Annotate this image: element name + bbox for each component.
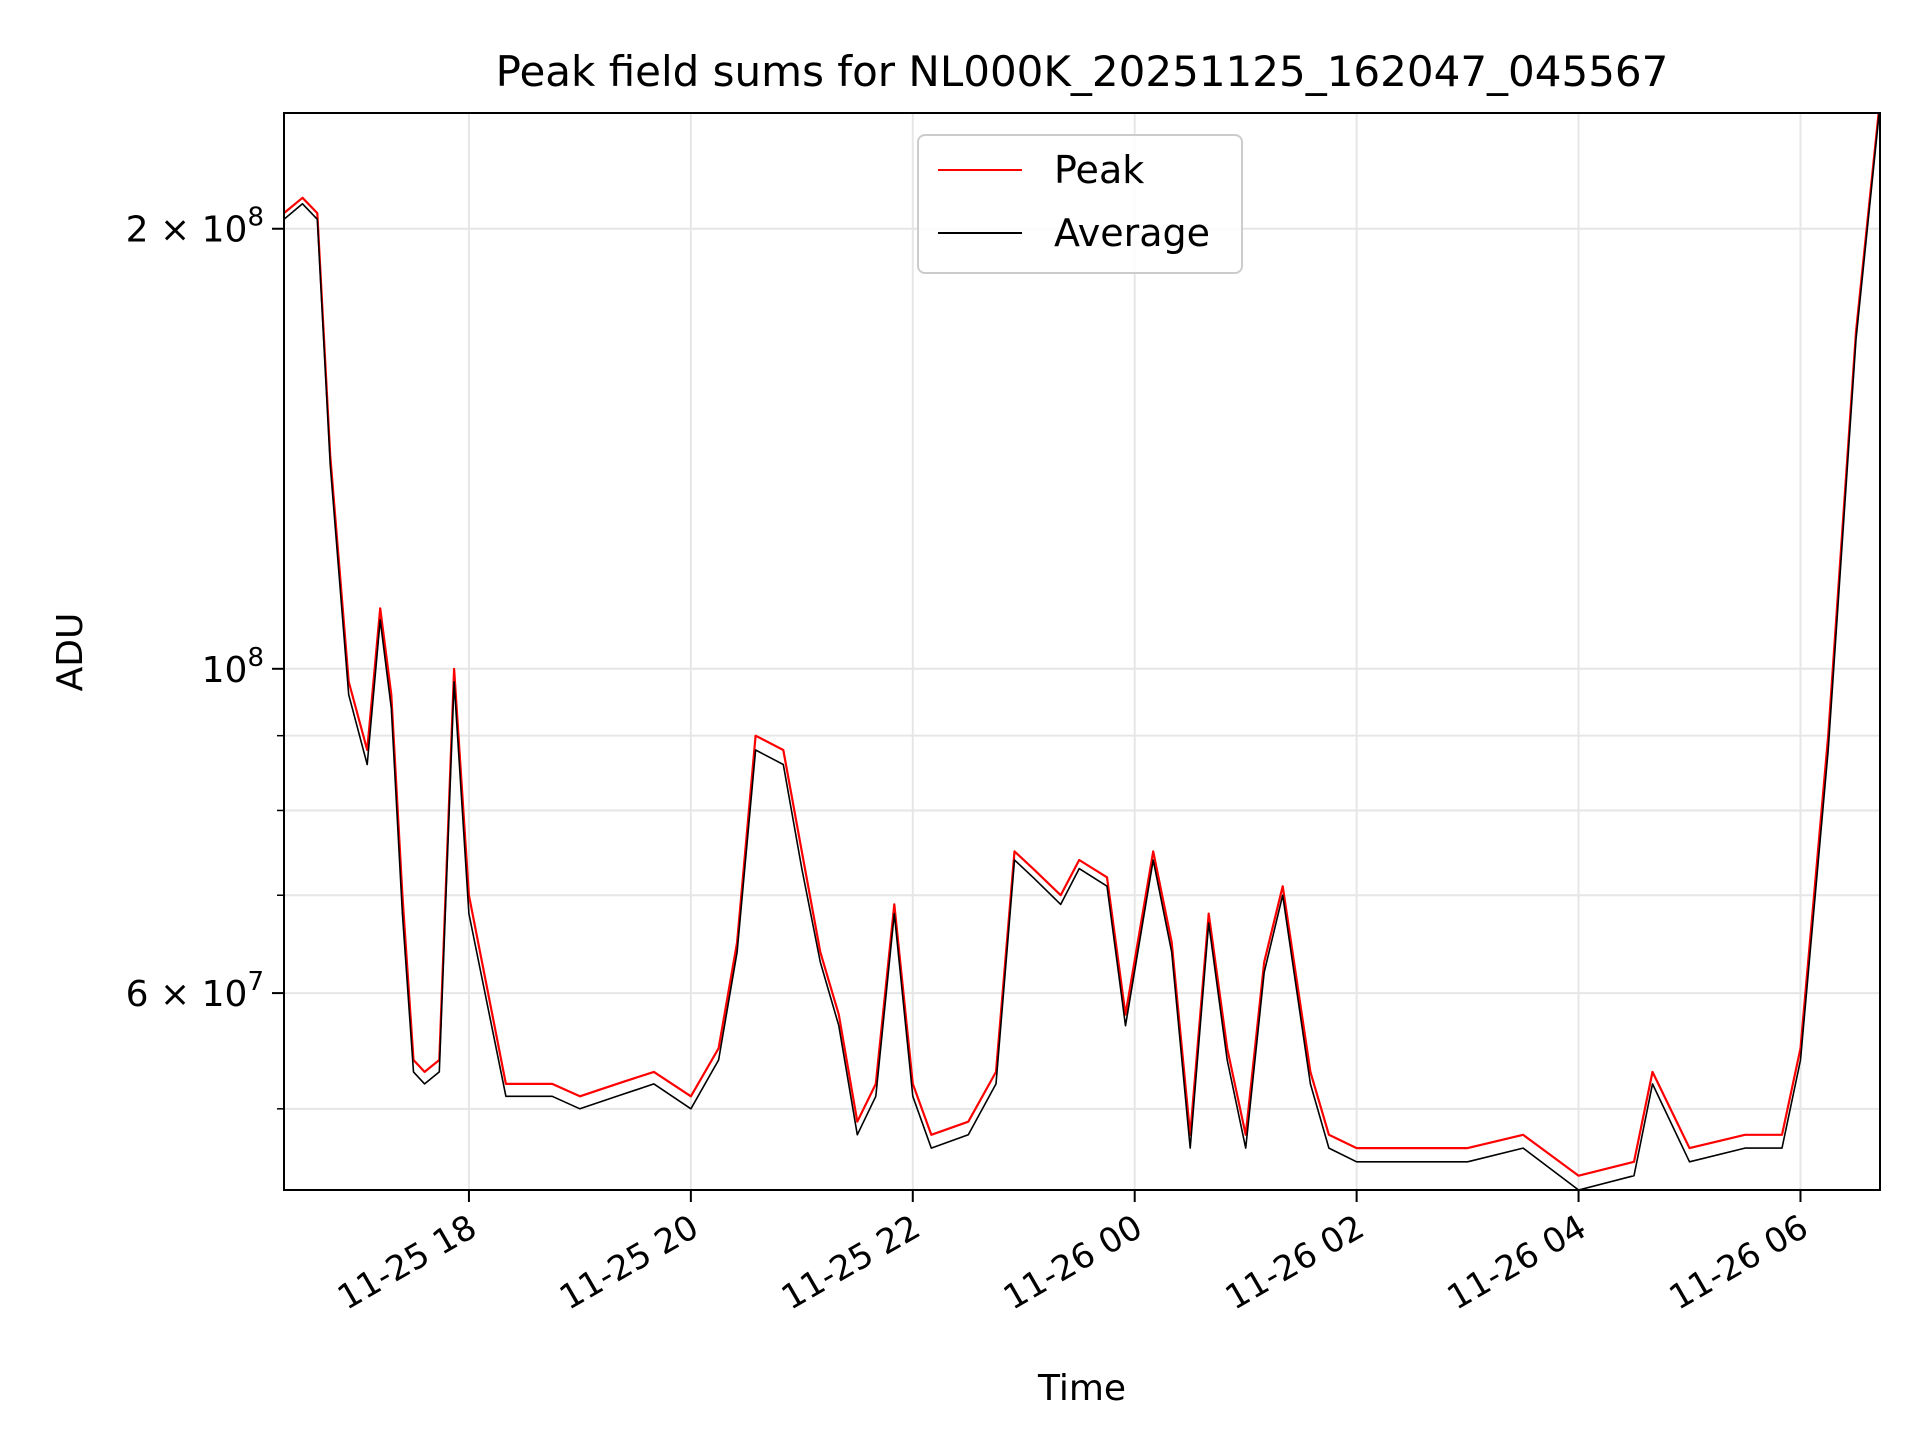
y-tick-label: 6 × 107 (126, 967, 264, 1015)
y-axis: 2 × 108 108 6 × 107 (126, 203, 284, 1110)
legend: Peak Average (917, 134, 1243, 274)
x-axis-label: Time (1037, 1368, 1126, 1409)
series-line-average (284, 113, 1880, 1190)
chart-title: Peak field sums for NL000K_20251125_1620… (496, 47, 1669, 96)
y-tick-label: 108 (202, 643, 264, 691)
series-line-peak (284, 113, 1880, 1177)
y-axis-label: ADU (50, 613, 91, 692)
legend-peak-label: Peak (1054, 148, 1144, 192)
grid (284, 113, 1880, 1190)
series-layer (284, 113, 1880, 1190)
y-tick-label: 2 × 108 (126, 203, 264, 251)
legend-average-label: Average (1054, 211, 1210, 255)
plot-frame (283, 112, 1881, 1191)
